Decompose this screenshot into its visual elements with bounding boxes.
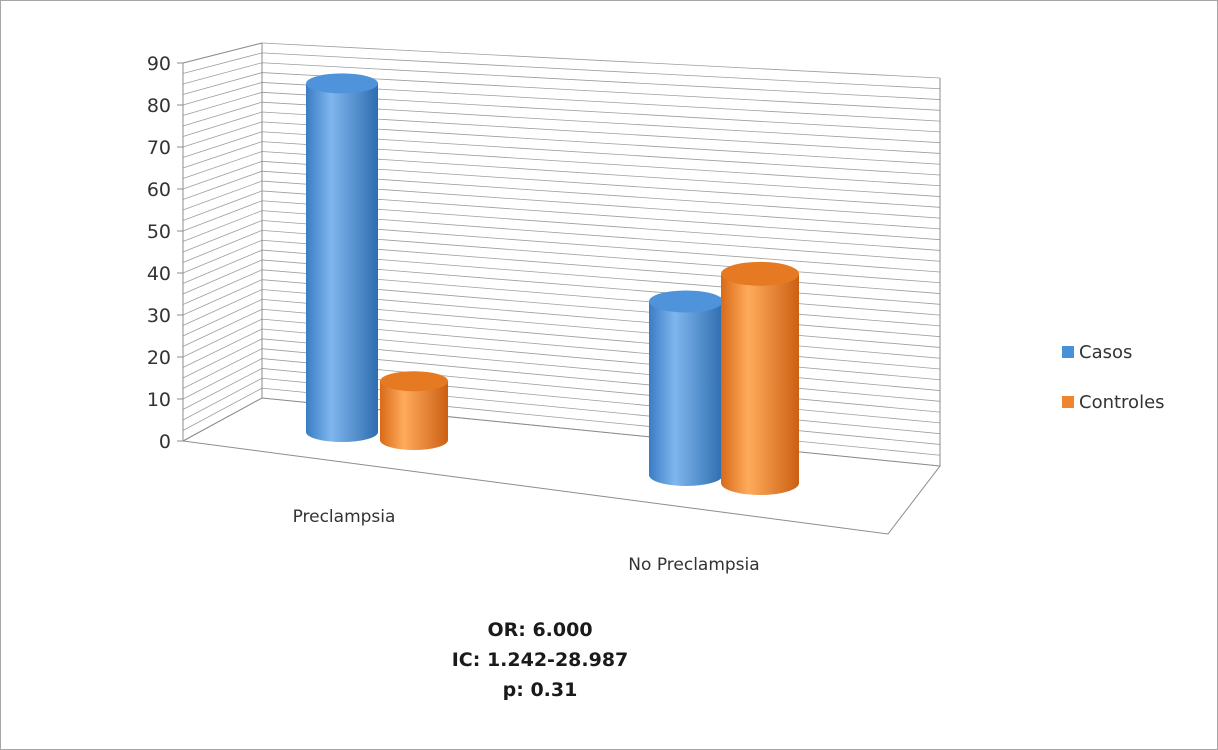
x-tick-label: Preclampsia <box>293 507 396 527</box>
gridline <box>182 190 941 241</box>
gridline <box>182 180 941 230</box>
bar-controles-preclampsia <box>380 371 448 450</box>
gridline <box>182 121 941 165</box>
bar-body <box>649 301 723 486</box>
y-axis-ticks: 0 10 20 30 40 50 60 70 80 90 <box>147 53 183 453</box>
legend-swatch-controles <box>1062 396 1074 408</box>
legend-label-casos: Casos <box>1079 342 1132 363</box>
y-tick-label: 80 <box>147 95 171 117</box>
gridline <box>182 377 941 445</box>
gridline <box>182 42 941 79</box>
chart-bars <box>306 73 799 495</box>
y-tick-label: 20 <box>147 347 171 369</box>
gridline <box>182 308 941 370</box>
gridline <box>182 318 941 381</box>
gridline <box>182 387 941 456</box>
odds-ratio-text: OR: 6.000 <box>487 619 593 641</box>
y-tick-label: 0 <box>159 431 171 453</box>
y-tick-label: 90 <box>147 53 171 75</box>
gridline <box>182 91 941 133</box>
p-value-text: p: 0.31 <box>502 679 578 701</box>
bar-body <box>380 381 448 450</box>
gridline <box>182 82 941 122</box>
gridline <box>182 210 941 262</box>
bar-body <box>306 83 378 443</box>
chart-grid <box>182 42 941 467</box>
statistics-box: OR: 6.000 IC: 1.242-28.987 p: 0.31 <box>380 615 700 705</box>
gridline <box>182 72 941 111</box>
gridline <box>182 279 941 338</box>
bar-controles-no-preclampsia <box>721 261 799 495</box>
gridline <box>182 289 941 348</box>
x-axis-labels: Preclampsia No Preclampsia <box>293 507 760 575</box>
bar-casos-no-preclampsia <box>649 290 723 486</box>
gridline <box>182 131 941 176</box>
bar-top <box>649 290 723 313</box>
y-tick-label: 50 <box>147 221 171 243</box>
x-tick-label: No Preclampsia <box>628 555 759 575</box>
y-tick-label: 40 <box>147 263 171 285</box>
y-tick-label: 30 <box>147 305 171 327</box>
gridline <box>182 220 941 273</box>
bar-casos-preclampsia <box>306 73 378 443</box>
gridline <box>182 111 941 154</box>
legend-swatch-casos <box>1062 346 1074 358</box>
gridline <box>182 200 941 251</box>
gridline <box>182 141 941 187</box>
bar-top <box>721 261 799 286</box>
gridline <box>182 298 941 359</box>
gridline <box>182 269 941 327</box>
chart-axes <box>181 42 941 535</box>
gridline <box>182 62 941 100</box>
gridline <box>182 239 941 294</box>
chart-legend: Casos Controles <box>1062 342 1165 413</box>
bar-top <box>380 371 448 392</box>
bar-body <box>721 273 799 495</box>
bar-top <box>306 73 378 94</box>
gridline <box>182 160 941 208</box>
gridline <box>182 101 941 144</box>
gridline <box>182 259 941 316</box>
left-wall-edge <box>182 42 263 441</box>
legend-label-controles: Controles <box>1079 392 1165 413</box>
gridline <box>182 249 941 305</box>
gridline <box>182 151 941 197</box>
gridline <box>182 52 941 90</box>
gridline <box>182 170 941 219</box>
confidence-interval-text: IC: 1.242-28.987 <box>451 649 629 671</box>
gridline <box>182 229 941 284</box>
y-tick-label: 70 <box>147 137 171 159</box>
y-tick-label: 10 <box>147 389 171 411</box>
y-tick-label: 60 <box>147 179 171 201</box>
